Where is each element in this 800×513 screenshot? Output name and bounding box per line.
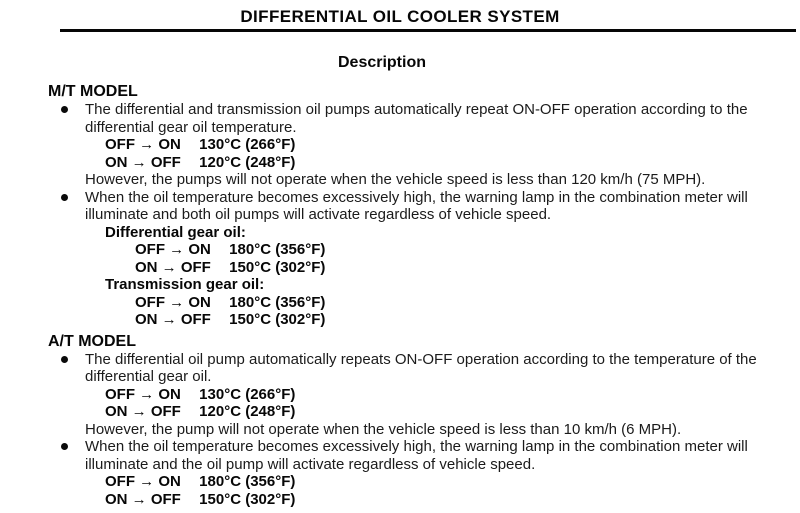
temp-transition-label: OFF → ON <box>135 293 211 311</box>
paragraph-line: differential gear oil temperature. <box>85 118 297 136</box>
temp-value: 150°C (302°F) <box>199 490 296 508</box>
gear-oil-label: Differential gear oil: <box>105 223 246 241</box>
temp-row: ON → OFF 150°C (302°F) <box>48 259 800 277</box>
temp-transition-label: OFF → ON <box>105 385 181 403</box>
temp-value: 120°C (248°F) <box>199 403 296 420</box>
temp-value: 150°C (302°F) <box>229 258 326 276</box>
gear-oil-label: Transmission gear oil: <box>105 276 265 293</box>
mt-bullet-2: When the oil temperature becomes excessi… <box>48 189 800 224</box>
page-title: DIFFERENTIAL OIL COOLER SYSTEM <box>240 7 560 26</box>
temp-value: 180°C (356°F) <box>229 293 326 311</box>
paragraph-line: When the oil temperature becomes excessi… <box>85 438 748 455</box>
temp-transition-label: ON → OFF <box>105 490 181 508</box>
temp-row: OFF → ON 180°C (356°F) <box>48 294 800 312</box>
page-header: DIFFERENTIAL OIL COOLER SYSTEM <box>0 0 800 32</box>
temp-transition-label: ON → OFF <box>135 258 211 276</box>
at-bullet-1: The differential oil pump automatically … <box>48 351 800 386</box>
bullet-icon <box>61 106 68 113</box>
paragraph-line: When the oil temperature becomes excessi… <box>85 188 748 206</box>
temp-row: OFF → ON 180°C (356°F) <box>48 241 800 259</box>
temp-transition-label: OFF → ON <box>135 241 211 258</box>
temp-value: 120°C (248°F) <box>199 153 296 171</box>
paragraph-line: The differential oil pump automatically … <box>85 350 757 368</box>
temp-row: OFF → ON 130°C (266°F) <box>48 136 800 154</box>
bullet-icon <box>61 355 68 363</box>
temp-row: ON → OFF 120°C (248°F) <box>48 403 800 421</box>
temp-row: ON → OFF 150°C (302°F) <box>48 491 800 509</box>
mt-model-heading: M/T MODEL <box>48 83 138 100</box>
temp-row: ON → OFF 120°C (248°F) <box>48 154 800 172</box>
temp-transition-label: OFF → ON <box>105 136 181 153</box>
bullet-icon <box>61 193 68 201</box>
paragraph-line: differential gear oil. <box>85 368 212 385</box>
temp-value: 180°C (356°F) <box>199 473 296 490</box>
temp-transition-label: ON → OFF <box>105 153 181 171</box>
temp-transition-label: ON → OFF <box>135 311 211 328</box>
description-heading: Description <box>337 54 426 71</box>
header-rule <box>60 29 796 32</box>
temp-row: OFF → ON 180°C (356°F) <box>48 473 800 491</box>
paragraph-line: The differential and transmission oil pu… <box>85 101 748 118</box>
temp-transition-label: OFF → ON <box>105 473 181 490</box>
page-content: M/T MODEL The differential and transmiss… <box>48 81 800 508</box>
note-line: However, the pump will not operate when … <box>85 420 682 438</box>
temp-row: ON → OFF 150°C (302°F) <box>48 311 800 329</box>
paragraph-line: illuminate and both oil pumps will activ… <box>85 206 552 223</box>
bullet-icon <box>61 443 68 450</box>
at-model-heading: A/T MODEL <box>48 332 136 350</box>
temp-transition-label: ON → OFF <box>105 403 181 420</box>
note-line: However, the pumps will not operate when… <box>85 171 706 188</box>
paragraph-line: illuminate and the oil pump will activat… <box>85 455 536 473</box>
mt-bullet-1: The differential and transmission oil pu… <box>48 101 800 136</box>
temp-value: 150°C (302°F) <box>229 311 326 328</box>
at-bullet-2: When the oil temperature becomes excessi… <box>48 438 800 473</box>
temp-value: 130°C (266°F) <box>199 136 296 153</box>
temp-value: 130°C (266°F) <box>199 385 296 403</box>
temp-value: 180°C (356°F) <box>229 241 326 258</box>
temp-row: OFF → ON 130°C (266°F) <box>48 386 800 404</box>
